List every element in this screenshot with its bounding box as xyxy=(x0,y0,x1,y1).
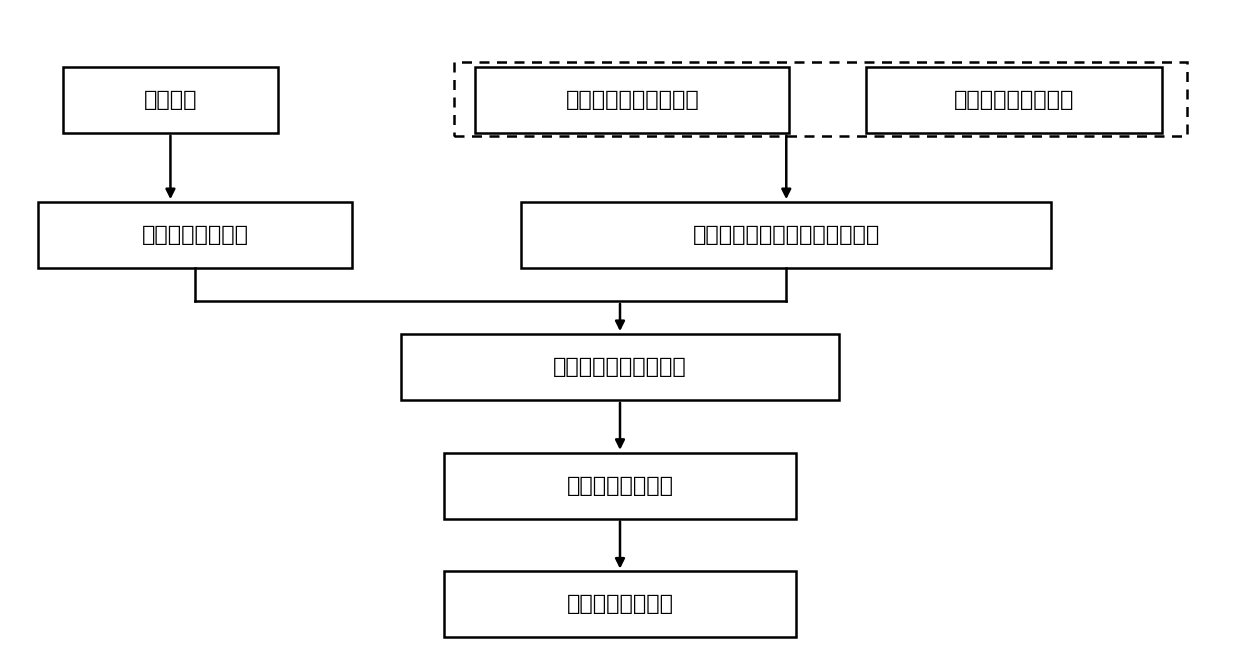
Text: 现状绿洲规模确定: 现状绿洲规模确定 xyxy=(141,225,248,245)
Bar xyxy=(475,67,790,133)
Bar xyxy=(402,334,838,400)
Text: 未来绿洲规模预警: 未来绿洲规模预警 xyxy=(567,595,673,615)
Bar xyxy=(454,62,1187,136)
Bar xyxy=(444,572,796,637)
Bar xyxy=(38,202,352,268)
Text: 流域内可利用水资源量: 流域内可利用水资源量 xyxy=(565,90,699,110)
Text: 构建绿洲适宜规模模型: 构建绿洲适宜规模模型 xyxy=(553,357,687,377)
Text: 确定绿洲适宜规模: 确定绿洲适宜规模 xyxy=(567,476,673,496)
Bar xyxy=(522,202,1052,268)
Text: 绿洲划分: 绿洲划分 xyxy=(144,90,197,110)
Text: 流域内绿洲可利用水资源量确定: 流域内绿洲可利用水资源量确定 xyxy=(693,225,880,245)
Bar xyxy=(867,67,1162,133)
Bar xyxy=(63,67,278,133)
Bar xyxy=(444,453,796,519)
Text: 流域内非植被耗水量: 流域内非植被耗水量 xyxy=(954,90,1074,110)
